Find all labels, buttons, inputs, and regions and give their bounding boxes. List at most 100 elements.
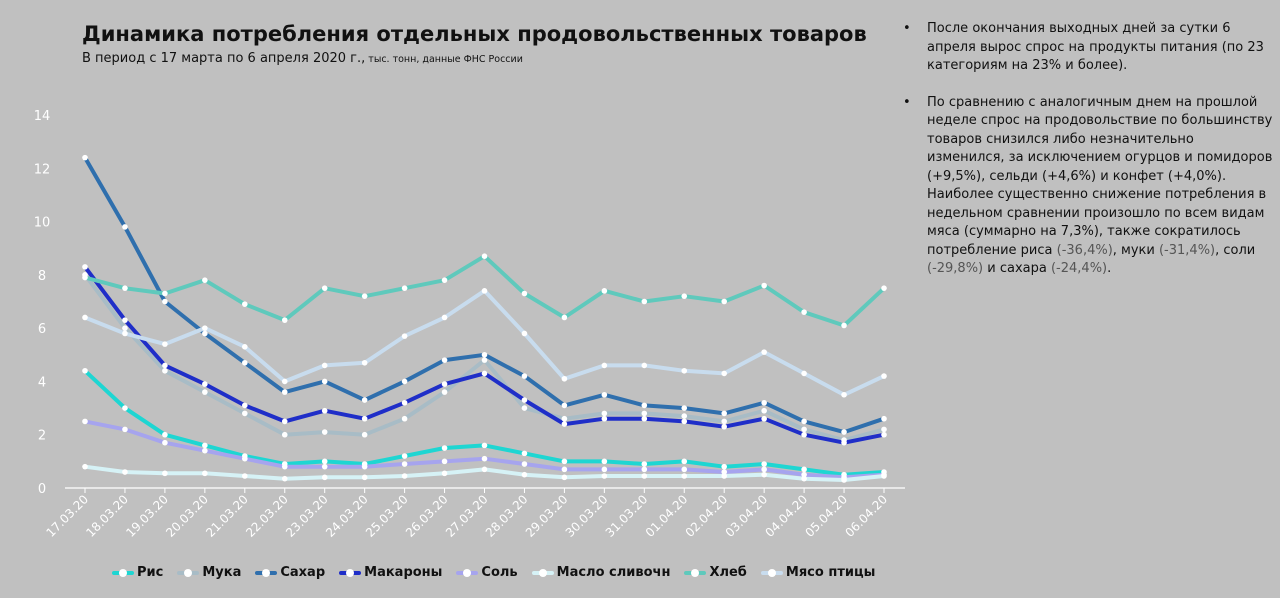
series-5-point [401,461,408,467]
x-tick-label: 28.03.20 [483,492,531,540]
series-2-point [321,429,328,435]
subtitle-period: В период с 17 марта по 6 апреля 2020 г., [82,51,366,66]
series-2-point [401,415,408,422]
series-8-point [281,378,288,385]
series-1-point [721,463,727,470]
series-7-point [202,277,208,283]
series-1-point [761,461,767,467]
legend-marker [456,568,479,578]
series-7-point [881,285,887,291]
series-7-point [162,290,168,297]
series-6-point [281,475,288,482]
x-tick-label: 18.03.20 [83,492,131,540]
y-tick-label: 10 [34,216,51,231]
x-tick-label: 26.03.20 [403,492,451,540]
x-tick-label: 23.03.20 [283,492,331,540]
legend-item-5: Соль [456,565,518,580]
legend-label: Масло сливочн [556,565,671,580]
series-5-point [162,439,168,446]
series-5-point [561,466,568,473]
series-4-point [761,415,767,422]
note-item-2: По сравнению с аналогичным днем на прошл… [903,94,1275,279]
series-4-point [281,418,288,425]
series-1-point [561,458,568,465]
legend-marker-dot [184,568,193,577]
series-7-point [401,285,408,291]
x-tick-label: 25.03.20 [363,492,411,540]
legend-item-1: Рис [112,565,163,580]
series-3-point [122,224,128,230]
series-4-point [82,264,88,270]
chart-legend: Рис Мука Сахар Макароны Соль Масло сливочн Хле… [112,565,875,580]
series-1-point [82,367,88,374]
series-2-point [721,418,727,425]
y-tick-label: 12 [34,162,51,177]
series-8-point [561,375,568,382]
legend-marker [531,568,554,578]
series-8-point [321,362,328,369]
x-tick-label: 05.04.20 [802,492,850,540]
series-3-point [281,389,288,395]
series-3-point [202,330,208,337]
series-5-point [641,466,648,473]
series-8-point [761,349,767,355]
series-4-point [122,317,128,323]
legend-label: Хлеб [709,565,747,580]
series-3-point [321,378,328,385]
x-tick-label: 01.04.20 [643,492,691,540]
series-line-8 [83,288,886,397]
notes-list: После окончания выходных дней за сутки 6… [903,20,1275,297]
series-1-point [202,442,208,449]
legend-item-4: Макароны [339,565,442,580]
series-7-point [361,293,368,299]
series-3-point [162,298,168,305]
series-4-point [881,431,887,438]
series-1-point [162,431,168,438]
x-tick-label: 19.03.20 [123,492,171,540]
series-5-point [601,466,608,473]
series-7-point [321,285,328,291]
series-6-point [841,477,847,483]
series-1-point [321,458,328,465]
x-tick-label: 20.03.20 [163,492,211,540]
note-2-flour-label: , муки [1112,242,1159,258]
series-3-point [242,359,248,366]
series-5-point [202,447,208,454]
series-5-point [321,463,328,470]
series-3-point [641,402,648,409]
legend-marker [255,568,278,578]
series-4-point [521,397,528,403]
note-2-sugar-label: и сахара [983,261,1051,276]
x-tick-label: 04.04.20 [763,492,811,540]
series-3-point [601,391,608,398]
series-2-point [641,410,648,417]
series-2-point [601,410,608,417]
x-tick-label: 31.03.20 [603,492,651,540]
note-2-end: . [1107,261,1112,276]
series-4-point [202,381,208,387]
series-5-point [441,458,448,465]
legend-item-3: Сахар [255,565,325,580]
series-3-point [841,429,847,435]
series-3-point [761,399,767,406]
series-7-point [122,285,128,291]
series-3-point [681,405,688,411]
subtitle-units: тыс. тонн, данные ФНС России [365,54,523,65]
series-5-point [681,466,688,473]
note-2-rice-change: (-36,4%) [1056,242,1113,258]
series-2-point [761,407,767,414]
series-3-point [82,154,88,161]
series-8-point [242,343,248,350]
series-7-point [281,317,288,323]
series-8-point [521,330,528,337]
x-tick-label: 21.03.20 [203,492,251,540]
series-8-point [841,391,847,398]
series-6-point [761,471,767,478]
series-3-point [441,357,448,363]
series-7-point [641,298,648,305]
note-2-salt-label: , соли [1215,242,1256,258]
series-6-point [481,466,488,473]
legend-label: Мука [202,565,242,580]
legend-marker [177,568,200,578]
